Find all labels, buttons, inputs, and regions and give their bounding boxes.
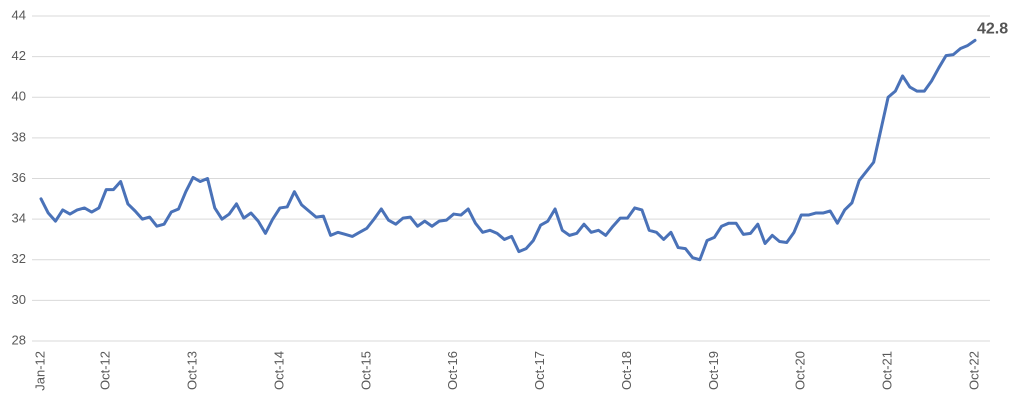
- y-tick-label: 28: [12, 332, 26, 347]
- x-tick-label: Oct-21: [880, 351, 895, 390]
- x-tick-label: Oct-14: [271, 351, 286, 390]
- y-tick-label: 32: [12, 251, 26, 266]
- y-tick-label: 30: [12, 292, 26, 307]
- x-tick-label: Oct-19: [706, 351, 721, 390]
- y-tick-label: 38: [12, 129, 26, 144]
- x-tick-label: Oct-20: [793, 351, 808, 390]
- x-tick-label: Oct-16: [445, 351, 460, 390]
- y-tick-label: 34: [12, 211, 26, 226]
- data-label: 42.8: [977, 21, 1008, 38]
- x-tick-label: Oct-17: [532, 351, 547, 390]
- y-tick-label: 44: [12, 7, 26, 22]
- x-tick-label: Oct-22: [966, 351, 981, 390]
- x-tick-label: Jan-12: [32, 351, 47, 391]
- y-tick-label: 42: [12, 48, 26, 63]
- x-tick-label: Oct-13: [184, 351, 199, 390]
- y-tick-label: 36: [12, 170, 26, 185]
- y-tick-label: 40: [12, 89, 26, 104]
- x-tick-label: Oct-18: [619, 351, 634, 390]
- data-line: [39, 38, 977, 262]
- x-tick-label: Oct-15: [358, 351, 373, 390]
- x-tick-label: Oct-12: [98, 351, 113, 390]
